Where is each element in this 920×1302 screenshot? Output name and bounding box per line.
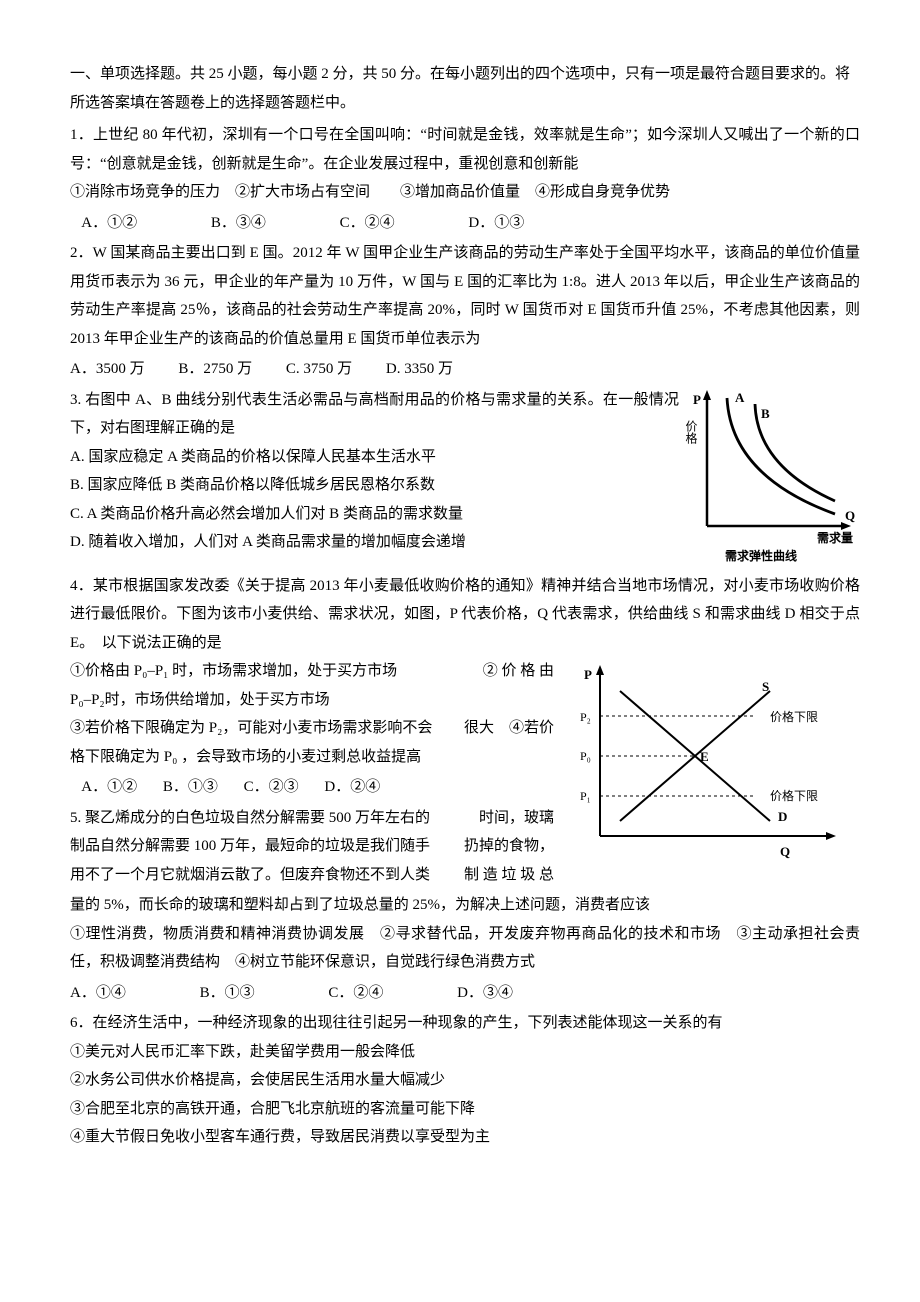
- q5-opt-d: D．③④: [457, 979, 513, 1008]
- q5-opt-b: B．①③: [200, 979, 255, 1008]
- q4-s3-right: 很大 ④若价: [464, 714, 554, 743]
- q4-p1: P₁: [580, 789, 591, 803]
- q5-t2l: 制品自然分解需要 100 万年，最短命的垃圾是我们随手: [70, 832, 430, 861]
- q4-opt-c: C．②③: [244, 773, 299, 802]
- question-5: 量的 5%，而长命的玻璃和塑料却占到了垃圾总量的 25%，为解决上述问题，消费者…: [70, 891, 860, 1007]
- q4-s: S: [762, 679, 769, 694]
- q2-opt-d: D. 3350 万: [386, 355, 453, 384]
- q4-lim-upper: 价格下限: [770, 709, 818, 724]
- q4-opt-a: A．①②: [81, 773, 137, 802]
- q1-opt-b: B．③④: [211, 209, 266, 238]
- q6-text: 6．在经济生活中，一种经济现象的出现往往引起另一种现象的产生，下列表述能体现这一…: [70, 1009, 860, 1038]
- q5-t3r: 制 造 垃 圾 总: [464, 861, 554, 890]
- q3-curve-b: B: [761, 406, 770, 421]
- q3-ylabel: P: [693, 392, 701, 407]
- q1-statements: ①消除市场竞争的压力 ②扩大市场占有空间 ③增加商品价值量 ④形成自身竞争优势: [70, 178, 860, 207]
- q4-s1-right: ② 价 格 由: [483, 657, 554, 686]
- q4-d: D: [778, 809, 787, 824]
- q4-e: E: [700, 749, 709, 764]
- q1-opt-c: C．②④: [340, 209, 395, 238]
- question-4: 4．某市根据国家发改委《关于提高 2013 年小麦最低收购价格的通知》精神并结合…: [70, 572, 860, 890]
- q3-xlabel-cn: 需求量: [817, 530, 853, 545]
- q4-p0: P₀: [580, 749, 591, 763]
- q1-text: 1．上世纪 80 年代初，深圳有一个口号在全国叫响：“时间就是金钱，效率就是生命…: [70, 121, 860, 178]
- q2-opt-b: B．2750 万: [178, 355, 252, 384]
- q4-opt-d: D．②④: [324, 773, 380, 802]
- question-1: 1．上世纪 80 年代初，深圳有一个口号在全国叫响：“时间就是金钱，效率就是生命…: [70, 121, 860, 237]
- q5-statements: ①理性消费，物质消费和精神消费协调发展 ②寻求替代品，开发废弃物再商品化的技术和…: [70, 920, 860, 977]
- section-heading: 一、单项选择题。共 25 小题，每小题 2 分，共 50 分。在每小题列出的四个…: [70, 60, 860, 117]
- q4-s3-left: ③若价格下限确定为 P₂，可能对小麦市场需求影响不会: [70, 714, 432, 743]
- q3-curve-a: A: [735, 390, 745, 405]
- q1-options: A．①② B．③④ C．②④ D．①③: [70, 209, 860, 238]
- q1-opt-a: A．①②: [81, 209, 137, 238]
- q5-t4: 量的 5%，而长命的玻璃和塑料却占到了垃圾总量的 25%，为解决上述问题，消费者…: [70, 891, 860, 920]
- q5-opt-c: C．②④: [328, 979, 383, 1008]
- q2-opt-c: C. 3750 万: [286, 355, 352, 384]
- question-2: 2．W 国某商品主要出口到 E 国。2012 年 W 国甲企业生产该商品的劳动生…: [70, 239, 860, 384]
- q5-t1r: 时间，玻璃: [479, 804, 554, 833]
- q4-lim-lower: 价格下限: [770, 788, 818, 803]
- q6-s2: ②水务公司供水价格提高，会使居民生活用水量大幅减少: [70, 1066, 860, 1095]
- q3-xlabel: Q: [845, 508, 855, 523]
- q3-caption: 需求弹性曲线: [725, 548, 797, 563]
- question-6: 6．在经济生活中，一种经济现象的出现往往引起另一种现象的产生，下列表述能体现这一…: [70, 1009, 860, 1152]
- q5-options: A．①④ B．①③ C．②④ D．③④: [70, 979, 860, 1008]
- q4-s1-left: ①价格由 P₀–P₁ 时，市场需求增加，处于买方市场: [70, 657, 397, 686]
- q3-chart: P 价格 Q 需求量 A B 需求弹性曲线: [685, 386, 860, 566]
- q6-s4: ④重大节假日免收小型客车通行费，导致居民消费以享受型为主: [70, 1123, 860, 1152]
- q6-s3: ③合肥至北京的高铁开通，合肥飞北京航班的客流量可能下降: [70, 1095, 860, 1124]
- q6-s1: ①美元对人民币汇率下跌，赴美留学费用一般会降低: [70, 1038, 860, 1067]
- q2-opt-a: A．3500 万: [70, 355, 145, 384]
- q4-opt-b: B．①③: [163, 773, 218, 802]
- q1-opt-d: D．①③: [468, 209, 524, 238]
- q4-p2: P₂: [580, 710, 591, 724]
- q4-ylabel: P: [584, 667, 592, 682]
- question-3: P 价格 Q 需求量 A B 需求弹性曲线 3. 右图中 A、B 曲线分别代表生…: [70, 386, 860, 570]
- q5-opt-a: A．①④: [70, 979, 126, 1008]
- q3-ylabel-cn: 价格: [685, 419, 698, 443]
- q4-chart: P P₂ P₀ P₁ S D E 价格下限 价格下限 Q: [560, 661, 860, 861]
- q4-xlabel: Q: [780, 844, 790, 859]
- q5-t3l: 用不了一个月它就烟消云散了。但废弃食物还不到人类: [70, 861, 430, 890]
- q4-text: 4．某市根据国家发改委《关于提高 2013 年小麦最低收购价格的通知》精神并结合…: [70, 572, 860, 658]
- q5-t2r: 扔掉的食物，: [464, 832, 554, 861]
- q5-t1l: 5. 聚乙烯成分的白色垃圾自然分解需要 500 万年左右的: [70, 804, 430, 833]
- q2-options: A．3500 万 B．2750 万 C. 3750 万 D. 3350 万: [70, 355, 860, 384]
- q2-text: 2．W 国某商品主要出口到 E 国。2012 年 W 国甲企业生产该商品的劳动生…: [70, 239, 860, 353]
